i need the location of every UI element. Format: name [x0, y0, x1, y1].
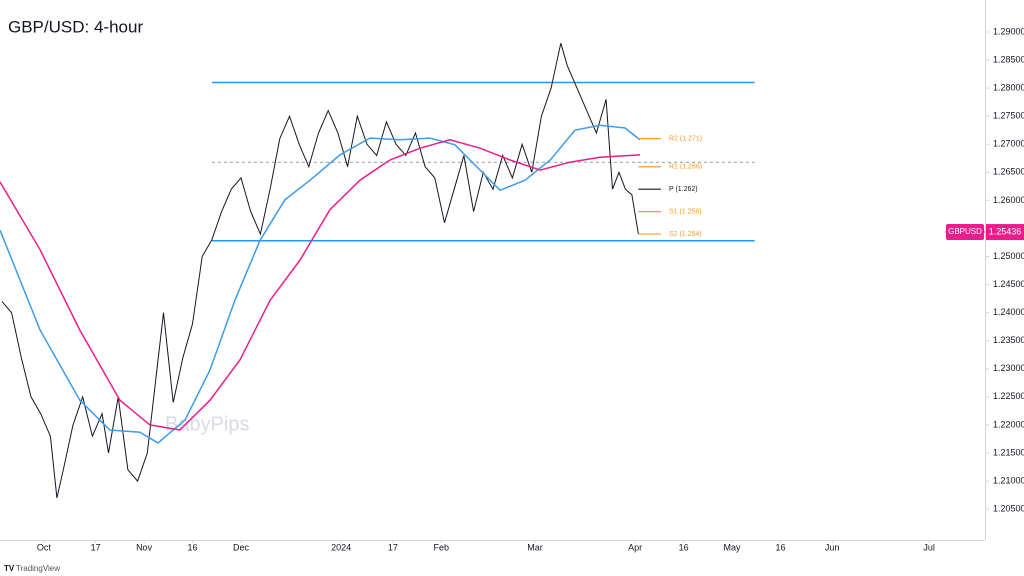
- brand-icon: TV: [4, 564, 15, 573]
- y-tick-label: 1.20500: [993, 504, 1024, 514]
- y-tick-label: 1.26500: [993, 167, 1024, 177]
- pivot-label: S2 (1.254): [669, 231, 702, 238]
- y-tick-label: 1.24500: [993, 279, 1024, 289]
- x-tick-label: Apr: [628, 542, 642, 552]
- x-tick-label: 17: [91, 542, 101, 552]
- pivot-label: R1 (1.266): [669, 164, 702, 171]
- pivot-label: R2 (1.271): [669, 135, 702, 142]
- x-tick-label: 16: [775, 542, 785, 552]
- y-tick-label: 1.24000: [993, 307, 1024, 317]
- y-tick-label: 1.25000: [993, 251, 1024, 261]
- y-tick-label: 1.23000: [993, 363, 1024, 373]
- series-line: [1, 43, 639, 499]
- y-tick-label: 1.21500: [993, 447, 1024, 457]
- y-tick-label: 1.22000: [993, 419, 1024, 429]
- chart-title: GBP/USD: 4-hour: [8, 17, 143, 36]
- y-tick-label: 1.28000: [993, 83, 1024, 93]
- y-tick-label: 1.27000: [993, 139, 1024, 149]
- y-tick-label: 1.29000: [993, 26, 1024, 36]
- x-tick-label: Feb: [434, 542, 450, 552]
- y-tick-label: 1.22500: [993, 391, 1024, 401]
- series-line: [0, 124, 641, 444]
- symbol-label: GBPUSD: [948, 227, 982, 236]
- y-tick-label: 1.21000: [993, 475, 1024, 485]
- x-tick-label: Nov: [136, 542, 153, 552]
- price-badge: [986, 224, 1024, 241]
- x-tick-label: Oct: [37, 542, 52, 552]
- series-line: [0, 139, 641, 431]
- x-tick-label: Dec: [233, 542, 250, 552]
- watermark: BabyPips: [165, 413, 250, 435]
- x-tick-label: Mar: [527, 542, 543, 552]
- pivot-label: S1 (1.258): [669, 208, 702, 215]
- x-tick-label: Jun: [825, 542, 840, 552]
- x-tick-label: 16: [679, 542, 689, 552]
- y-tick-label: 1.23500: [993, 335, 1024, 345]
- x-tick-label: Jul: [923, 542, 935, 552]
- y-tick-label: 1.27500: [993, 111, 1024, 121]
- footer-brand: TradingView: [16, 564, 60, 573]
- x-tick-label: 16: [188, 542, 198, 552]
- x-tick-label: 17: [388, 542, 398, 552]
- symbol-badge: [946, 224, 984, 241]
- pivot-label: P (1.262): [669, 186, 698, 193]
- x-tick-label: May: [724, 542, 742, 552]
- y-tick-label: 1.28500: [993, 54, 1024, 64]
- y-tick-label: 1.26000: [993, 195, 1024, 205]
- price-label: 1.25436: [989, 226, 1022, 236]
- x-tick-label: 2024: [331, 542, 351, 552]
